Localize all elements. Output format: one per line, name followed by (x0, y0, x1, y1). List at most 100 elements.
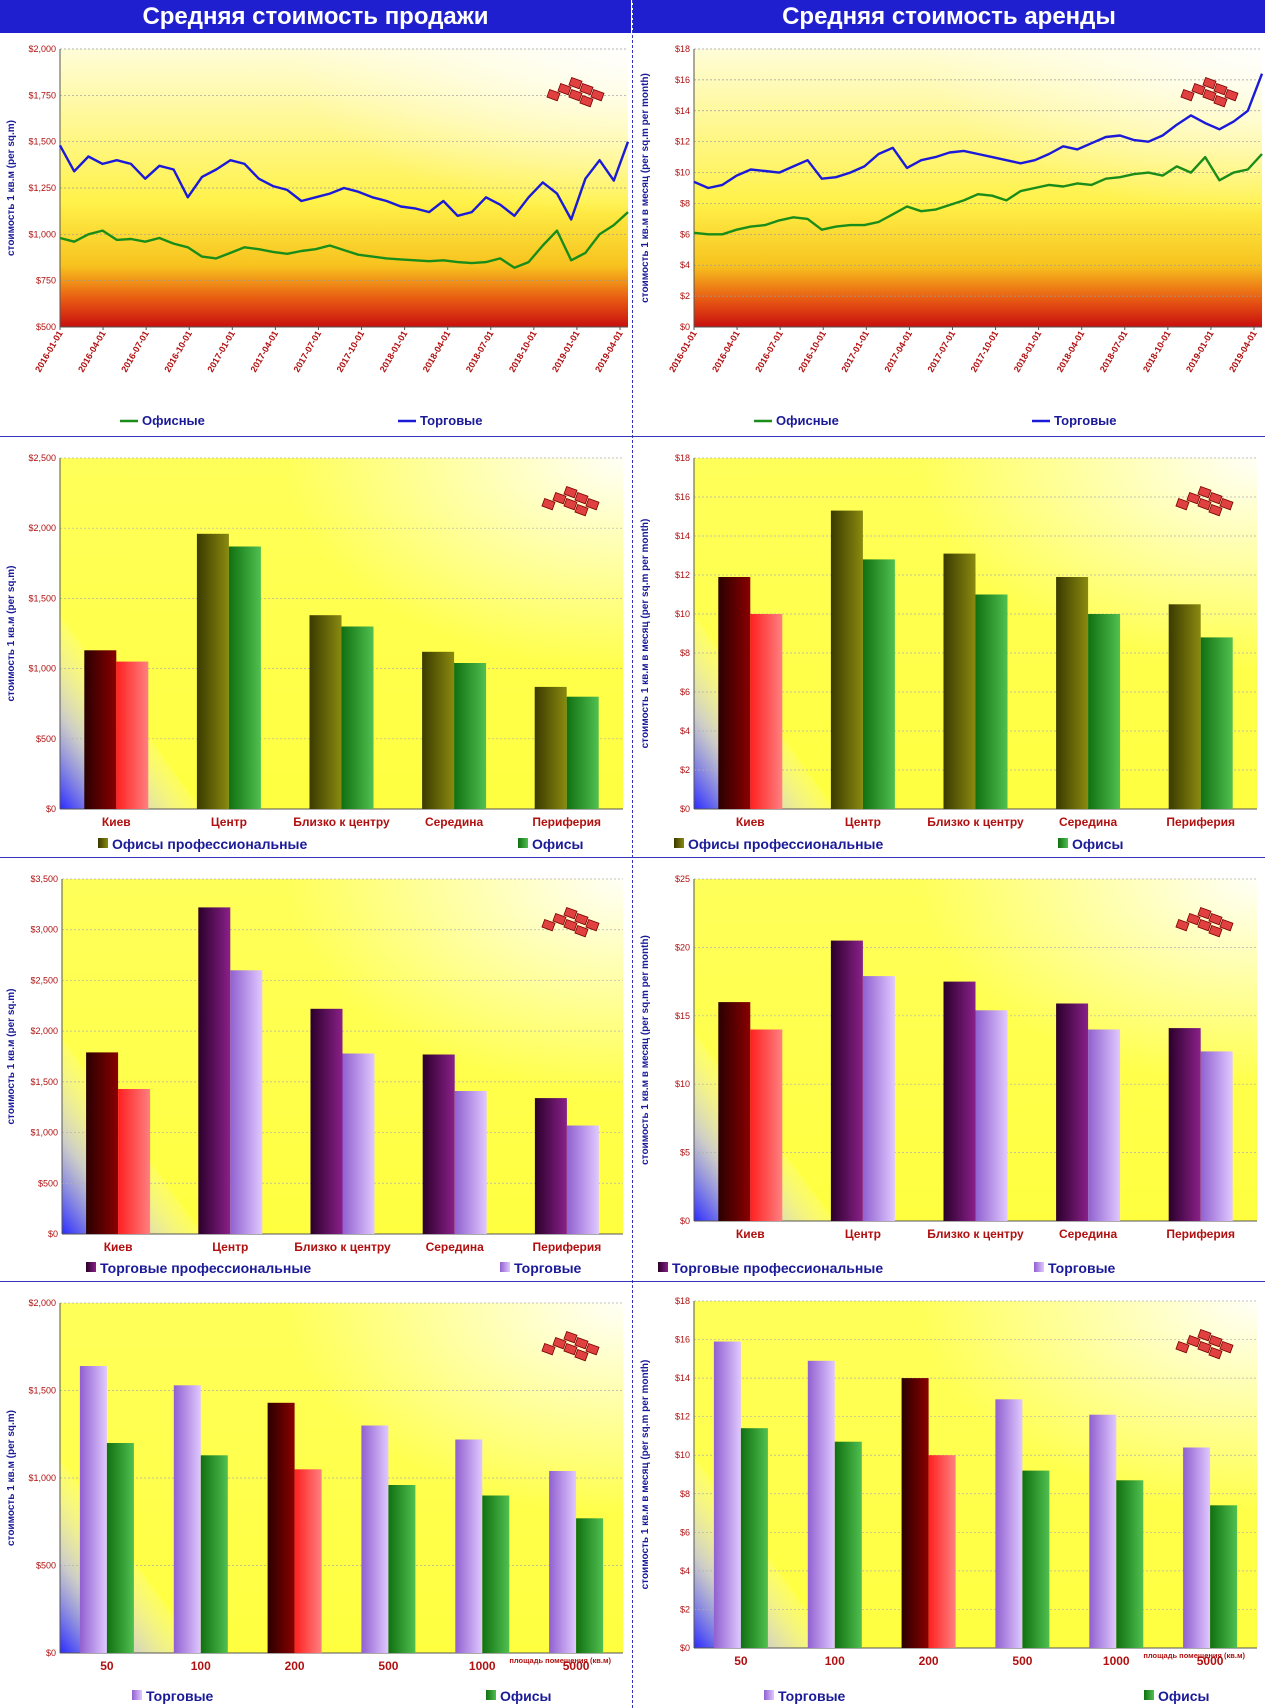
brand-logo-icon (1175, 907, 1234, 938)
bar-5000-0 (1183, 1447, 1211, 1648)
y-tick-label: $18 (675, 453, 690, 463)
y-tick-label: $3,500 (30, 874, 58, 884)
legend-label: Торговые (1054, 413, 1117, 428)
y-tick-label: $500 (36, 1561, 56, 1571)
legend-swatch (764, 1690, 774, 1700)
y-axis-title: стоимость 1 кв.м в месяц (per sq.m per m… (640, 1360, 651, 1590)
y-tick-label: $20 (675, 942, 690, 952)
legend-label: Офисы (1158, 1688, 1210, 1704)
x-tick-label: 2018-07-01 (1098, 329, 1130, 374)
category-label: 5000 (563, 1659, 590, 1673)
bar-Киев-1 (750, 1029, 783, 1221)
row-divider-3 (0, 1281, 1265, 1282)
sale-retail-region-chart: $0 $500 $1,000 $1,500 $2,000 $2,500 $3,000 $3,5… (0, 859, 631, 1280)
y-tick-label: $8 (680, 1489, 690, 1499)
bar-Близко к центру-0 (309, 615, 342, 809)
category-label: Середина (426, 1240, 485, 1254)
y-tick-label: $0 (48, 1229, 58, 1239)
legend-swatch (1144, 1690, 1154, 1700)
bar-500-0 (995, 1399, 1023, 1648)
y-tick-label: $2 (680, 1604, 690, 1614)
bar-50-1 (106, 1443, 134, 1653)
category-label: Середина (1059, 815, 1118, 829)
legend-label: Торговые профессиональные (672, 1260, 883, 1276)
y-tick-label: $6 (680, 687, 690, 697)
header-sale: Средняя стоимость продажи (0, 0, 631, 33)
column-divider (632, 0, 633, 1708)
y-axis-title: стоимость 1 кв.м (per sq.m) (6, 989, 17, 1125)
legend-label: Торговые профессиональные (100, 1260, 311, 1276)
brand-logo-icon (541, 907, 600, 938)
bar-Киев-0 (718, 1002, 751, 1221)
bar-Середина-1 (1088, 1029, 1121, 1221)
y-tick-label: $2,000 (30, 1026, 58, 1036)
y-tick-label: $8 (680, 648, 690, 658)
legend-label: Торговые (778, 1688, 846, 1704)
y-tick-label: $1,250 (28, 183, 56, 193)
y-tick-label: $1,000 (28, 229, 56, 239)
bar-200-0 (901, 1378, 929, 1648)
category-label: Периферия (532, 815, 601, 829)
x-tick-label: 2017-04-01 (248, 329, 280, 374)
legend-label: Офисные (142, 413, 205, 428)
bar-50-0 (713, 1341, 741, 1648)
category-label: 1000 (1103, 1654, 1130, 1668)
y-tick-label: $1,000 (30, 1128, 58, 1138)
y-tick-label: $0 (680, 1643, 690, 1653)
y-tick-label: $1,500 (30, 1077, 58, 1087)
bar-Периферия-1 (566, 1125, 599, 1234)
category-label: Киев (104, 1240, 133, 1254)
y-tick-label: $18 (675, 1296, 690, 1306)
rent-by-area-svg: $0 $2 $4 $6 $8 $10 $12 $14 $16 $18 50 100 200 500 1000… (640, 1296, 1257, 1704)
bar-Близко к центру-1 (342, 1053, 375, 1234)
bar-Середина-0 (422, 651, 455, 809)
header-rent: Средняя стоимость аренды (633, 0, 1265, 33)
category-label: 1000 (469, 1659, 496, 1673)
y-tick-label: $15 (675, 1011, 690, 1021)
category-label: 5000 (1197, 1654, 1224, 1668)
bar-5000-1 (1210, 1505, 1238, 1648)
y-tick-label: $0 (680, 804, 690, 814)
bar-Середина-0 (1056, 1003, 1089, 1221)
category-label: Близко к центру (294, 1240, 391, 1254)
y-tick-label: $0 (46, 804, 56, 814)
x-tick-label: 2016-01-01 (667, 329, 699, 374)
category-label: Киев (102, 815, 131, 829)
bar-Близко к центру-1 (975, 1010, 1008, 1221)
x-axis-title: площадь помещения (кв.м) (1143, 1651, 1245, 1660)
y-tick-label: $2 (680, 291, 690, 301)
bar-Киев-0 (84, 650, 117, 809)
bar-Середина-0 (1056, 577, 1089, 809)
x-tick-label: 2017-01-01 (205, 329, 237, 374)
bar-Середина-1 (454, 1091, 487, 1234)
bar-1000-0 (1089, 1414, 1117, 1648)
x-tick-label: 2018-10-01 (507, 329, 539, 374)
category-label: Близко к центру (293, 815, 390, 829)
sale-offices-region-svg: $0 $500 $1,000 $1,500 $2,000 $2,500 Киев Центр Б… (6, 453, 623, 852)
x-tick-label: 2018-04-01 (421, 329, 453, 374)
legend-label: Торговые (420, 413, 483, 428)
sale-by-area-chart: $0 $500 $1,000 $1,500 $2,000 50 100 200 500 1000 5… (0, 1283, 631, 1708)
category-label: Периферия (1166, 1227, 1235, 1241)
category-label: 500 (1012, 1654, 1032, 1668)
sale-retail-region-svg: $0 $500 $1,000 $1,500 $2,000 $2,500 $3,000 $3,5… (6, 874, 623, 1276)
y-tick-label: $750 (36, 276, 56, 286)
category-label: Середина (1059, 1227, 1118, 1241)
y-tick-label: $1,500 (28, 137, 56, 147)
bar-Центр-1 (230, 970, 263, 1234)
y-axis-title: стоимость 1 кв.м в месяц (per sq.m per m… (640, 519, 651, 749)
bar-Центр-0 (196, 533, 229, 809)
sale-offices-region-chart: $0 $500 $1,000 $1,500 $2,000 $2,500 Киев Центр Б… (0, 438, 631, 856)
bar-Центр-1 (862, 976, 895, 1221)
series-line-0 (59, 211, 629, 269)
rent-retail-region-svg: $0 $5 $10 $15 $20 $25 Киев Центр Близко к центру… (640, 874, 1257, 1276)
row-divider-1 (0, 436, 1265, 437)
y-tick-label: $10 (675, 1079, 690, 1089)
legend-swatch (674, 838, 684, 848)
y-tick-label: $10 (675, 168, 690, 178)
brand-logo-icon (541, 486, 600, 517)
category-label: Киев (736, 815, 765, 829)
bar-1000-1 (482, 1495, 510, 1653)
bar-Середина-1 (1088, 614, 1121, 809)
legend-swatch (518, 838, 528, 848)
